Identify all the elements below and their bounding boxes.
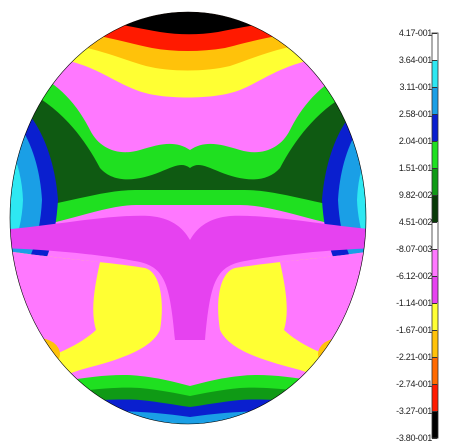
accent-lower-right-orange bbox=[318, 338, 362, 370]
colorbar-swatch bbox=[432, 114, 438, 142]
band-upper-darkgreen bbox=[10, 80, 366, 210]
colorbar-swatch bbox=[432, 222, 438, 250]
colorbar-swatch bbox=[432, 357, 438, 385]
plot-outline bbox=[9, 11, 367, 425]
colorbar-swatch bbox=[432, 141, 438, 169]
band-mid-magenta-dark bbox=[10, 215, 366, 340]
contour-field bbox=[10, 12, 366, 424]
colorbar-swatch bbox=[432, 411, 438, 439]
accent-lower-left-orange bbox=[16, 338, 60, 370]
colorbar-swatch bbox=[432, 384, 438, 412]
colorbar-swatch bbox=[432, 195, 438, 223]
colorbar-swatch bbox=[432, 276, 438, 304]
band-top-black bbox=[10, 12, 366, 35]
colorbar bbox=[431, 32, 439, 439]
colorbar-swatch bbox=[432, 87, 438, 115]
colorbar-swatch bbox=[432, 60, 438, 88]
colorbar-swatch bbox=[432, 168, 438, 196]
colorbar-swatch bbox=[432, 330, 438, 358]
colorbar-swatch bbox=[432, 249, 438, 277]
band-bottom-cyan bbox=[10, 420, 366, 424]
colorbar-swatch bbox=[432, 303, 438, 331]
colorbar-swatch bbox=[432, 33, 438, 61]
